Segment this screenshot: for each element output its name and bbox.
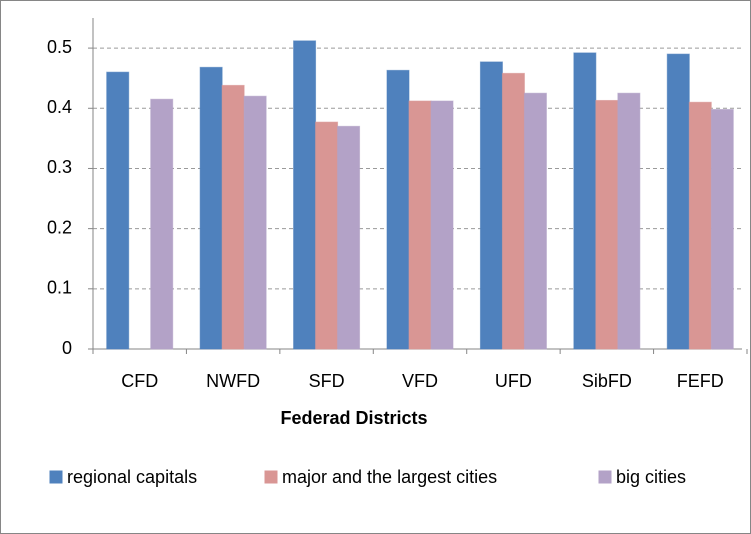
bar	[408, 100, 432, 350]
bar	[221, 84, 245, 350]
bar	[666, 53, 690, 350]
bar	[199, 66, 223, 350]
x-tick-label: SFD	[309, 371, 345, 391]
y-tick-label: 0.1	[47, 278, 72, 298]
bar	[106, 71, 130, 350]
legend-label: big cities	[616, 467, 686, 487]
bar	[617, 92, 641, 350]
bar	[523, 92, 547, 350]
bar	[150, 98, 174, 350]
x-tick-label: SibFD	[582, 371, 632, 391]
bar	[688, 101, 712, 350]
x-tick-label: CFD	[121, 371, 158, 391]
legend-swatch	[49, 470, 63, 484]
x-tick-label: NWFD	[206, 371, 260, 391]
bar	[479, 61, 503, 350]
legend-label: regional capitals	[67, 467, 197, 487]
legend-swatch	[598, 470, 612, 484]
bar	[386, 69, 410, 350]
bar	[430, 100, 454, 350]
bar	[595, 99, 619, 350]
y-tick-label: 0.5	[47, 37, 72, 57]
y-tick-label: 0	[62, 338, 72, 358]
y-tick-label: 0.4	[47, 97, 72, 117]
y-tick-label: 0.2	[47, 217, 72, 237]
x-tick-label: FEFD	[677, 371, 724, 391]
bar	[315, 121, 339, 350]
y-tick-label: 0.3	[47, 157, 72, 177]
bar	[710, 108, 734, 350]
bar	[243, 95, 267, 350]
bar	[293, 40, 317, 350]
bar	[337, 125, 361, 350]
legend-label: major and the largest cities	[282, 467, 497, 487]
x-tick-label: UFD	[495, 371, 532, 391]
x-tick-label: VFD	[402, 371, 438, 391]
x-axis-title: Federad Districts	[280, 408, 427, 428]
legend-swatch	[264, 470, 278, 484]
bar	[573, 52, 597, 350]
bar	[501, 72, 525, 350]
